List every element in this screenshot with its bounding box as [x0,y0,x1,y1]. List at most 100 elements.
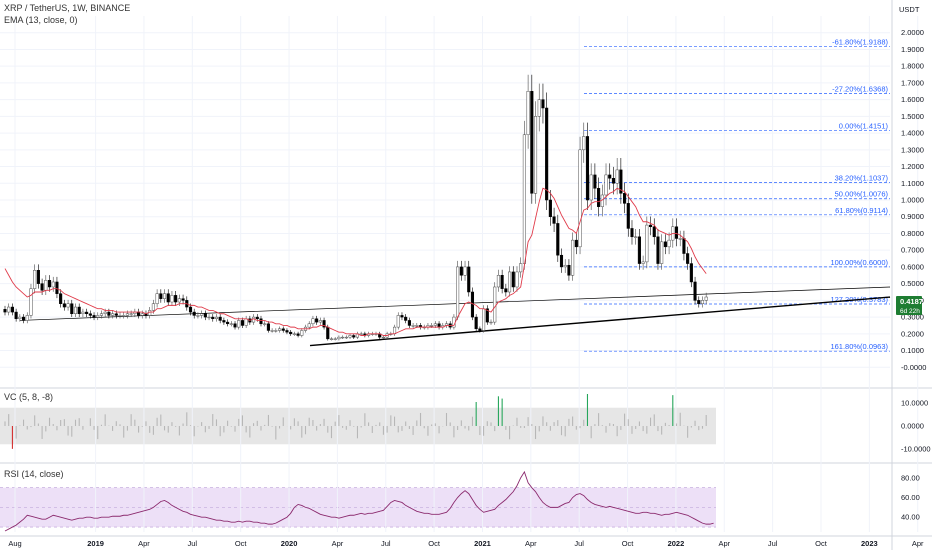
candle-body [341,336,345,339]
candle-body [359,333,363,335]
candle-body [192,311,196,316]
candle-body [88,313,92,316]
price-tick-label: 0.2000 [901,329,924,338]
price-tick-label: 1.7000 [901,78,924,87]
time-tick-label: Apr [718,539,730,548]
price-tick-label: 0.7000 [901,246,924,255]
candle-body [270,330,274,332]
time-tick-label: Oct [428,539,441,548]
candle-body [623,193,627,204]
candle-body [704,296,708,301]
fib-level-label: 38.20%(1.1037) [835,174,889,183]
candle-body [307,323,311,328]
time-tick-label: Oct [815,539,828,548]
candle-body [511,271,515,288]
fib-level-label: 100.00%(0.6000) [830,258,888,267]
candle-body [337,336,341,340]
chart-title: XRP / TetherUS, 1W, BINANCE [4,3,130,13]
candle-body [593,174,597,189]
fib-level-label: -61.80%(1.9188) [832,37,888,46]
candle-body [556,223,560,256]
candle-body [541,99,545,109]
rsi-tick-label: 80.00 [901,473,920,482]
candle-body [200,313,204,316]
trend-line-lower [309,296,891,347]
rsi-pane-title: RSI (14, close) [4,469,64,479]
candle-body [47,280,52,288]
time-tick-label: Jul [768,539,778,548]
candle-body [656,236,660,264]
candle-body [129,313,133,315]
candle-body [515,271,519,288]
price-tag-value: 0.4187 [900,297,923,306]
candle-body [166,293,170,303]
candle-body [645,224,649,263]
candle-body [686,253,690,264]
candle-body [196,315,200,317]
price-tick-label: 0.3000 [901,313,924,322]
candle-body [229,323,233,325]
candle-body [66,303,70,308]
candle-body [155,293,159,304]
candle-body [96,315,100,318]
candle-body [211,316,215,320]
candle-body [18,316,22,320]
candle-body [125,313,129,316]
candle-body [496,275,500,288]
candle-body [240,320,244,326]
price-tick-label: -0.0000 [901,363,926,372]
candle-body [3,309,7,313]
candle-body [315,318,319,323]
candle-body [433,323,437,326]
rsi-tick-label: 40.00 [901,513,920,522]
candle-body [36,270,40,284]
price-tick-label: 1.9000 [901,45,924,54]
price-tick-label: 2.0000 [901,28,924,37]
time-tick-label: Jul [574,539,584,548]
candle-body [689,263,693,283]
candle-body [381,336,385,339]
candle-body [244,318,248,326]
candle-body [648,224,653,228]
price-tick-label: 1.4000 [901,129,924,138]
candle-body [237,320,241,328]
candle-body [697,300,701,304]
time-tick-label: Jul [381,539,391,548]
candle-body [218,316,222,321]
candle-body [459,266,463,276]
candle-body [604,174,608,196]
candle-body [92,315,96,318]
candle-body [122,315,126,317]
time-tick-label: Apr [525,539,537,548]
candle-body [630,228,634,238]
price-tag: 0.4187 6d 22h [896,296,923,315]
candle-body [571,239,575,276]
candle-body [99,313,104,316]
candle-body [415,325,419,327]
candle-body [615,169,619,184]
candle-body [500,275,504,289]
candle-body [522,134,526,264]
candle-body [508,271,512,293]
price-tick-label: 0.5000 [901,279,924,288]
candle-body [14,311,18,320]
candle-body [467,266,471,293]
candle-body [700,300,705,304]
trend-line-upper [19,286,891,321]
time-tick-label: Jul [188,539,198,548]
candle-body [151,303,155,311]
vc-tick-label: -10.0000 [901,444,931,453]
candle-body [348,335,352,338]
candle-body [203,313,207,318]
candle-body [456,266,460,318]
candle-body [266,323,270,331]
rsi-tick-label: 60.00 [901,493,920,502]
candle-body [430,325,434,327]
price-tick-label: 1.3000 [901,145,924,154]
candle-body [40,283,44,291]
candle-body [285,330,289,333]
candle-body [485,308,489,323]
time-tick-label: Oct [235,539,248,548]
candle-body [574,239,578,248]
